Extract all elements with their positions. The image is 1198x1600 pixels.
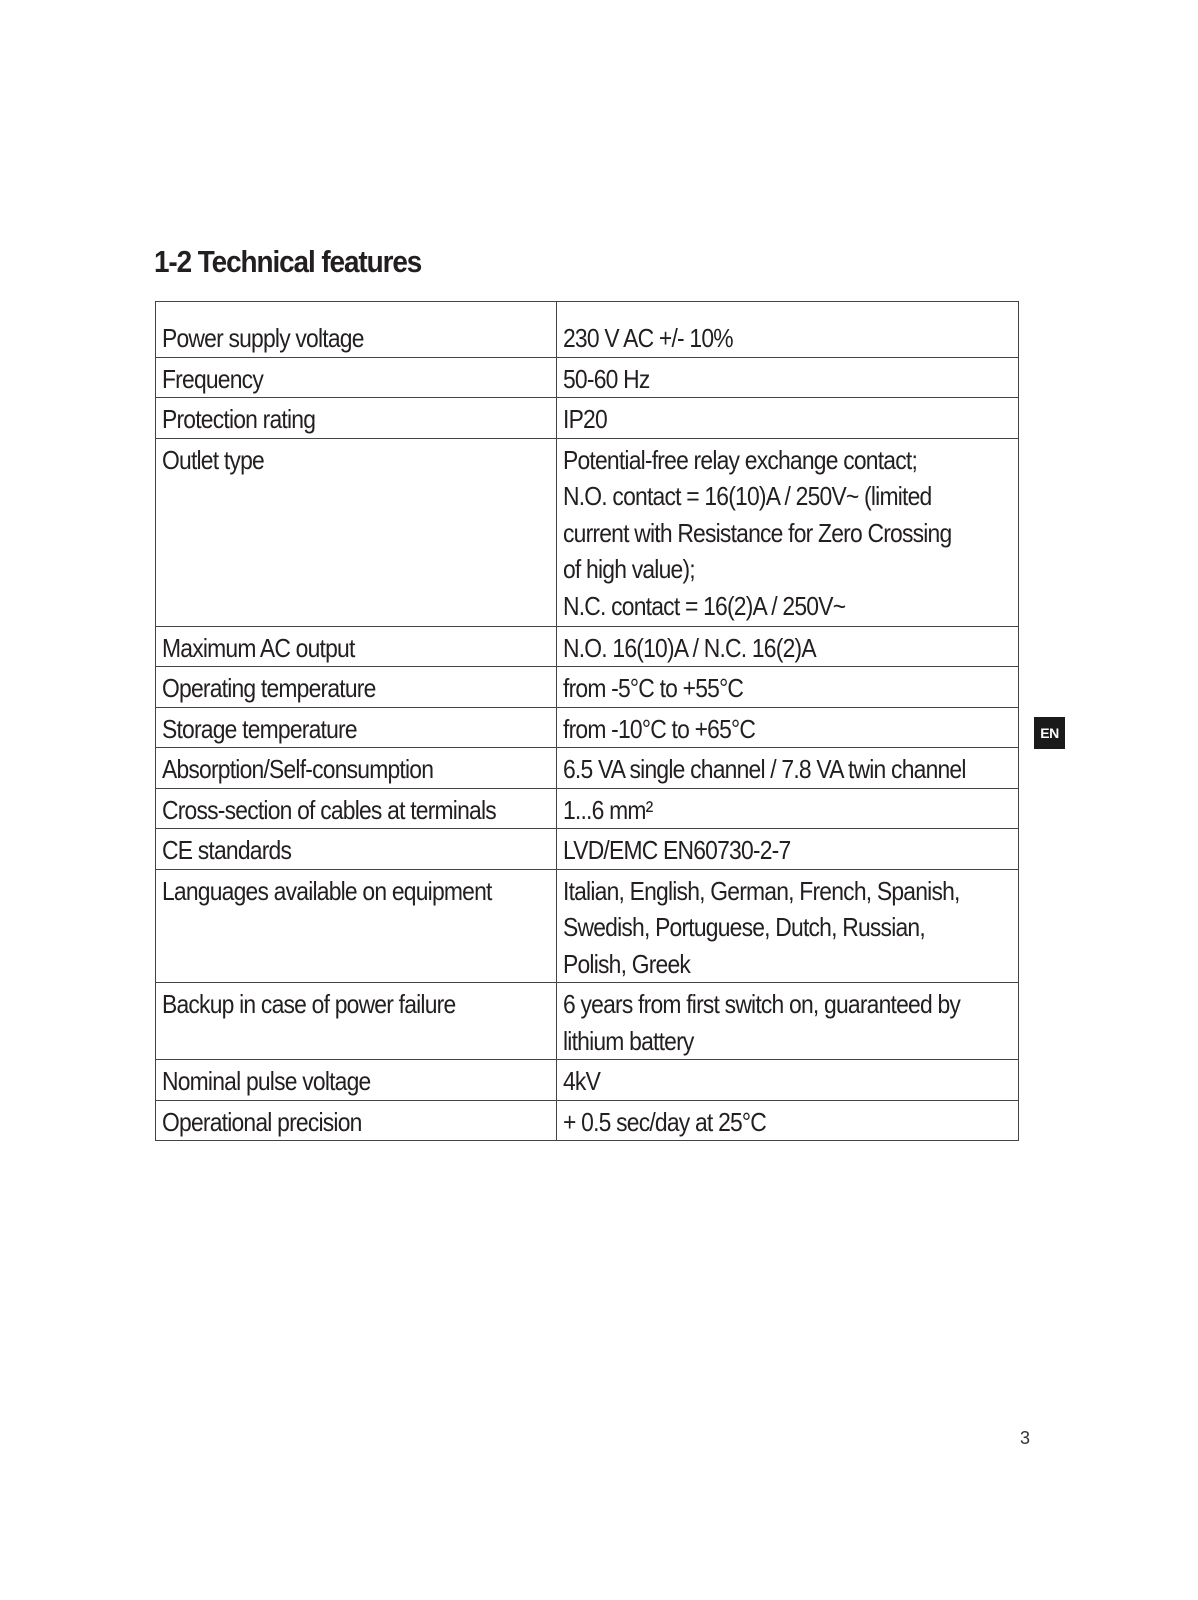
spec-label: Backup in case of power failure [155,982,557,1060]
spec-value-line: N.C. contact = 16(2)A / 250V~ [563,590,846,621]
spec-value-line: from -5°C to +55°C [563,673,744,703]
spec-value: 230 V AC +/- 10% [556,301,1019,358]
spec-value-line: 50-60 Hz [563,363,650,394]
spec-value-line: + 0.5 sec/day at 25°C [563,1106,767,1137]
spec-label-text: Absorption/Self-consumption [162,754,434,784]
spec-value-line: from -10°C to +65°C [563,713,756,744]
spec-value: 4kV [556,1059,1019,1101]
spec-value-line: Potential-free relay exchange contact; [563,444,918,475]
spec-value-line: 230 V AC +/- 10% [563,323,734,353]
spec-label: CE standards [155,828,557,870]
spec-value-line: 6 years from first switch on, guaranteed… [563,989,961,1019]
spec-label: Absorption/Self-consumption [155,747,557,789]
spec-value: IP20 [556,397,1019,439]
table-row: Frequency 50-60 Hz [155,356,1019,398]
spec-label: Outlet type [155,437,557,627]
spec-label: Languages available on equipment [155,868,557,983]
spec-label: Storage temperature [155,706,557,748]
spec-label-text: Outlet type [162,444,265,475]
table-row: Operating temperature from -5°C to +55°C [155,666,1019,708]
spec-label-text: Operating temperature [162,673,376,703]
spec-label-text: Operational precision [162,1106,362,1137]
table-row: Backup in case of power failure 6 years f… [155,982,1019,1060]
spec-label-text: Power supply voltage [162,323,364,353]
spec-value-line: 1...6 mm² [563,794,653,825]
spec-value-line: current with Resistance for Zero Crossin… [563,517,952,548]
spec-value: N.O. 16(10)A / N.C. 16(2)A [556,625,1019,667]
spec-label-text: Nominal pulse voltage [162,1066,371,1096]
spec-value: 50-60 Hz [556,356,1019,398]
table-row: Nominal pulse voltage 4kV [155,1059,1019,1101]
section-title: 1-2 Technical features [154,244,422,279]
spec-value-line: Swedish, Portuguese, Dutch, Russian, [563,912,926,942]
spec-value: Italian, English, German, French, Spanis… [556,868,1019,983]
spec-value-line: LVD/EMC EN60730-2-7 [563,835,791,865]
spec-label-text: Frequency [162,363,264,394]
spec-value-line: lithium battery [563,1025,694,1056]
table-row: Languages available on equipment Italian,… [155,868,1019,983]
spec-value-line: Italian, English, German, French, Spanis… [563,875,960,906]
table-row: Storage temperature from -10°C to +65°C [155,706,1019,748]
table-row: Protection rating IP20 [155,397,1019,439]
language-badge: EN [1034,717,1065,749]
spec-value: 6 years from first switch on, guaranteed… [556,982,1019,1060]
spec-label-text: Languages available on equipment [162,875,492,906]
spec-label-text: Protection rating [162,404,316,434]
spec-label: Operational precision [155,1099,557,1141]
spec-value: Potential-free relay exchange contact; N.… [556,437,1019,627]
spec-value-line: N.O. 16(10)A / N.C. 16(2)A [563,632,817,663]
spec-value-line: IP20 [563,404,608,434]
spec-label-text: Storage temperature [162,713,358,744]
spec-label: Power supply voltage [155,301,557,358]
table-row: Cross-section of cables at terminals 1...… [155,787,1019,829]
spec-value-line: 4kV [563,1066,601,1096]
spec-value-line: N.O. contact = 16(10)A / 250V~ (limited [563,481,932,511]
table-row: Absorption/Self-consumption 6.5 VA single… [155,747,1019,789]
spec-label-text: CE standards [162,835,292,865]
spec-value-line: Polish, Greek [563,948,691,979]
spec-value: from -10°C to +65°C [556,706,1019,748]
spec-label-text: Maximum AC output [162,632,355,663]
page-number: 3 [1020,1428,1031,1448]
spec-label: Cross-section of cables at terminals [155,787,557,829]
spec-value: + 0.5 sec/day at 25°C [556,1099,1019,1141]
spec-label: Protection rating [155,397,557,439]
spec-value-line: 6.5 VA single channel / 7.8 VA twin chan… [563,754,966,784]
table-row: CE standards LVD/EMC EN60730-2-7 [155,828,1019,870]
spec-label: Operating temperature [155,666,557,708]
technical-features-table: Power supply voltage 230 V AC +/- 10% Freq… [155,301,1019,1141]
spec-value: 1...6 mm² [556,787,1019,829]
spec-value: LVD/EMC EN60730-2-7 [556,828,1019,870]
spec-value: from -5°C to +55°C [556,666,1019,708]
spec-label-text: Cross-section of cables at terminals [162,794,497,825]
spec-label: Nominal pulse voltage [155,1059,557,1101]
table-row: Maximum AC output N.O. 16(10)A / N.C. 16(… [155,625,1019,667]
spec-label: Frequency [155,356,557,398]
spec-value: 6.5 VA single channel / 7.8 VA twin chan… [556,747,1019,789]
table-row: Operational precision + 0.5 sec/day at 25… [155,1099,1019,1141]
spec-value-line: of high value); [563,554,696,584]
spec-label: Maximum AC output [155,625,557,667]
spec-label-text: Backup in case of power failure [162,989,456,1019]
table-row: Outlet type Potential-free relay exchange… [155,437,1019,627]
table-row: Power supply voltage 230 V AC +/- 10% [155,301,1019,358]
